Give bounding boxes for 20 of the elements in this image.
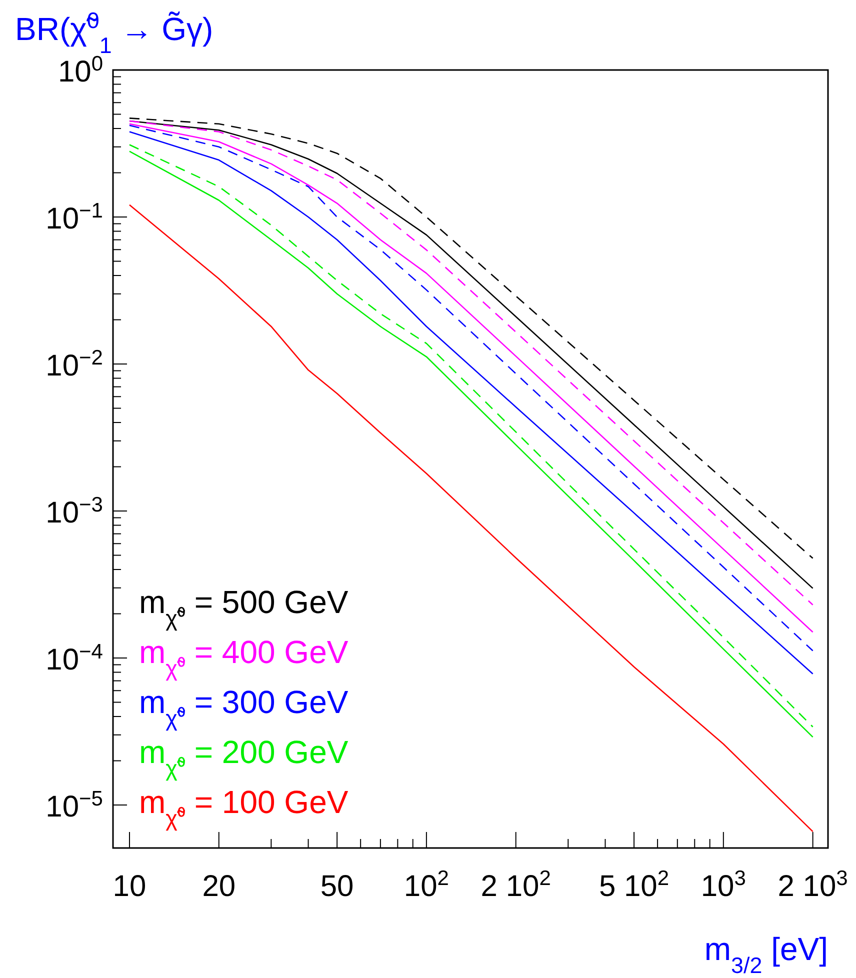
x-tick-label: 20	[202, 870, 236, 903]
text: m$_{χ̃⁰}$ = 300 GeV	[139, 684, 349, 730]
y-tick-label: 10$^{−1}$	[46, 198, 103, 236]
x-tick-label: 5 10$^{2}$	[598, 866, 670, 903]
text: m$_{χ̃⁰}$ = 400 GeV	[139, 634, 349, 680]
x-tick-label: 2 10$^{2}$	[480, 866, 551, 903]
x-tick-label: 2 10$^{3}$	[778, 866, 848, 903]
x-tick-label: 50	[320, 870, 354, 903]
y-tick-label: 10$^{−5}$	[46, 786, 103, 824]
text: m$_{χ̃⁰}$ = 200 GeV	[139, 734, 349, 780]
y-tick-label: 10$^{−3}$	[46, 492, 103, 530]
x-tick-label: 10	[112, 870, 146, 903]
y-tick-label: 10$^{−2}$	[46, 346, 103, 382]
y-tick-label: 10$^{0}$	[58, 52, 103, 88]
x-tick-label: 10$^{2}$	[404, 866, 449, 903]
text: m$_{χ̃⁰}$ = 100 GeV	[139, 784, 349, 830]
x-axis-title: m$_{3/2}$ [eV]	[704, 931, 828, 978]
text: m$_{χ̃⁰}$ = 500 GeV	[139, 584, 349, 630]
y-tick-label: 10$^{−4}$	[46, 640, 104, 676]
x-tick-label: 10$^{3}$	[700, 866, 746, 903]
